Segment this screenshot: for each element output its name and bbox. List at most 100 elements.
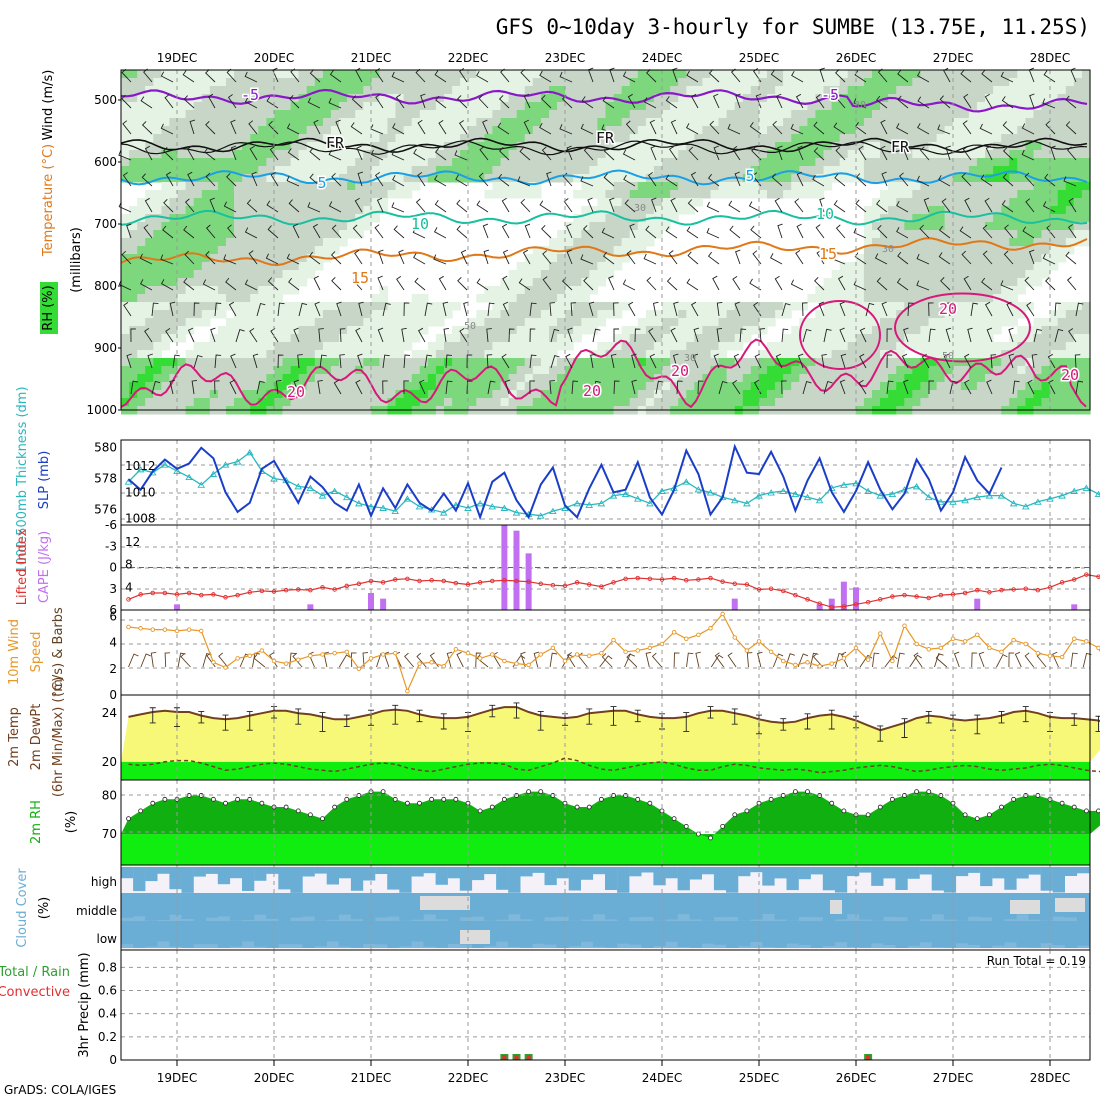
rh-cell xyxy=(985,390,994,399)
wind-barb xyxy=(286,253,300,265)
rh-cell xyxy=(234,350,243,359)
rh-cell xyxy=(1049,366,1059,375)
rh-cell xyxy=(815,118,825,127)
rh-cell xyxy=(678,182,687,191)
rh-cell xyxy=(185,150,195,159)
rh-cell xyxy=(274,366,284,375)
rh-cell xyxy=(411,366,421,375)
rh-cell xyxy=(637,334,647,343)
rh-cell xyxy=(629,206,639,215)
rh-cell xyxy=(452,118,461,127)
wind-barb xyxy=(592,380,601,395)
wind-barb xyxy=(456,199,468,213)
rh-cell xyxy=(993,342,1002,351)
rh-cell xyxy=(306,166,316,175)
rh-cell xyxy=(694,78,703,87)
rh-cell xyxy=(1017,230,1026,239)
rh-cell xyxy=(1049,382,1059,391)
rh-cell xyxy=(153,102,162,111)
rh-cell xyxy=(839,142,849,151)
rh-cell xyxy=(516,150,526,159)
rh-cell xyxy=(387,126,397,135)
rh-cell xyxy=(484,174,494,183)
rh-cell xyxy=(993,190,1002,199)
rh-cell xyxy=(524,278,534,287)
rh-cell xyxy=(968,206,978,215)
rh-cell xyxy=(193,302,203,311)
rh-cell xyxy=(767,166,776,175)
rh-cell xyxy=(1065,302,1075,311)
rh-cell xyxy=(500,390,510,399)
rh-cell xyxy=(1025,102,1035,111)
wind-barb xyxy=(205,120,216,135)
rh-cell xyxy=(549,382,558,391)
rh-cell xyxy=(290,342,300,351)
rh-cell xyxy=(363,110,372,119)
rh-cell xyxy=(314,366,324,375)
wind-barb xyxy=(1008,327,1014,343)
wind-barb xyxy=(880,145,888,161)
rh-cell xyxy=(799,94,808,103)
rh-cell xyxy=(976,166,986,175)
rh-cell xyxy=(322,166,332,175)
rh-cell xyxy=(855,278,865,287)
rh-cell xyxy=(201,278,211,287)
rh-cell xyxy=(427,382,437,391)
rh-cell xyxy=(815,342,825,351)
rh-cell xyxy=(629,118,639,127)
rh-cell xyxy=(645,390,655,399)
rh-cell xyxy=(435,166,445,175)
rh-cell xyxy=(306,190,316,199)
wind-barb xyxy=(916,71,930,83)
rh-cell xyxy=(767,342,776,351)
rh-cell xyxy=(484,398,494,407)
rh-cell xyxy=(266,174,276,183)
rh-cell xyxy=(306,374,316,383)
wind-barb xyxy=(670,197,678,213)
rh-cell xyxy=(968,302,978,311)
wind-barb xyxy=(840,353,847,369)
rh-cell xyxy=(783,390,792,399)
wind-barb xyxy=(815,224,825,239)
rh-cell xyxy=(121,310,130,319)
wind-barb xyxy=(256,380,265,395)
rh-cell xyxy=(460,86,469,95)
rh-cell xyxy=(169,382,179,391)
rh-cell xyxy=(137,302,146,311)
rh-cell xyxy=(912,390,921,399)
rh-cell xyxy=(872,326,881,335)
contour-label: -5 xyxy=(821,86,839,104)
rh-cell xyxy=(734,398,744,407)
rh-cell xyxy=(815,134,825,143)
rh-cell xyxy=(968,382,978,391)
rh-cell xyxy=(557,270,566,279)
rh-cell xyxy=(758,110,768,119)
rh-cell xyxy=(129,246,138,255)
rh-cell xyxy=(290,286,300,295)
rh-cell xyxy=(460,382,469,391)
rh-cell xyxy=(605,198,615,207)
rh-cell xyxy=(468,134,477,143)
rh-cell xyxy=(888,342,897,351)
rh-cell xyxy=(557,390,566,399)
rh-cell xyxy=(484,350,494,359)
rh-cell xyxy=(1041,334,1051,343)
rh-cell xyxy=(153,350,162,359)
rh-cell xyxy=(274,110,284,119)
rh-cell xyxy=(815,190,825,199)
rh-cell xyxy=(201,318,211,327)
rh-cell xyxy=(363,102,372,111)
rh-cell xyxy=(613,70,623,79)
rh-cell xyxy=(427,342,437,351)
contour-label: 50 xyxy=(942,351,954,362)
rh-cell xyxy=(912,246,921,255)
rh-cell xyxy=(952,334,962,343)
rh-cell xyxy=(177,86,187,95)
rh-cell xyxy=(1081,166,1091,175)
wind-barb xyxy=(1031,353,1038,369)
rh-cell xyxy=(1041,366,1051,375)
rh-cell xyxy=(1057,302,1067,311)
rh-cell xyxy=(266,206,276,215)
rh-cell xyxy=(1017,214,1026,223)
rh-cell xyxy=(960,382,970,391)
